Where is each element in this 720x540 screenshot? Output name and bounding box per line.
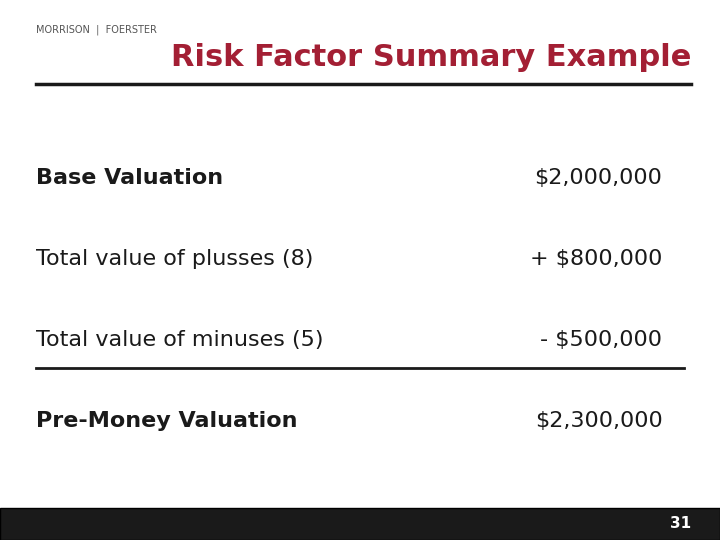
Text: $2,000,000: $2,000,000 xyxy=(534,168,662,188)
Text: Total value of minuses (5): Total value of minuses (5) xyxy=(36,330,323,350)
Text: Risk Factor Summary Example: Risk Factor Summary Example xyxy=(171,43,691,72)
Text: Base Valuation: Base Valuation xyxy=(36,168,223,188)
Text: $2,300,000: $2,300,000 xyxy=(535,411,662,431)
Text: Pre-Money Valuation: Pre-Money Valuation xyxy=(36,411,297,431)
Text: - $500,000: - $500,000 xyxy=(541,330,662,350)
Text: Total value of plusses (8): Total value of plusses (8) xyxy=(36,249,313,269)
Text: MORRISON  |  FOERSTER: MORRISON | FOERSTER xyxy=(36,24,157,35)
Text: 31: 31 xyxy=(670,516,691,531)
FancyBboxPatch shape xyxy=(0,508,720,540)
Text: + $800,000: + $800,000 xyxy=(530,249,662,269)
